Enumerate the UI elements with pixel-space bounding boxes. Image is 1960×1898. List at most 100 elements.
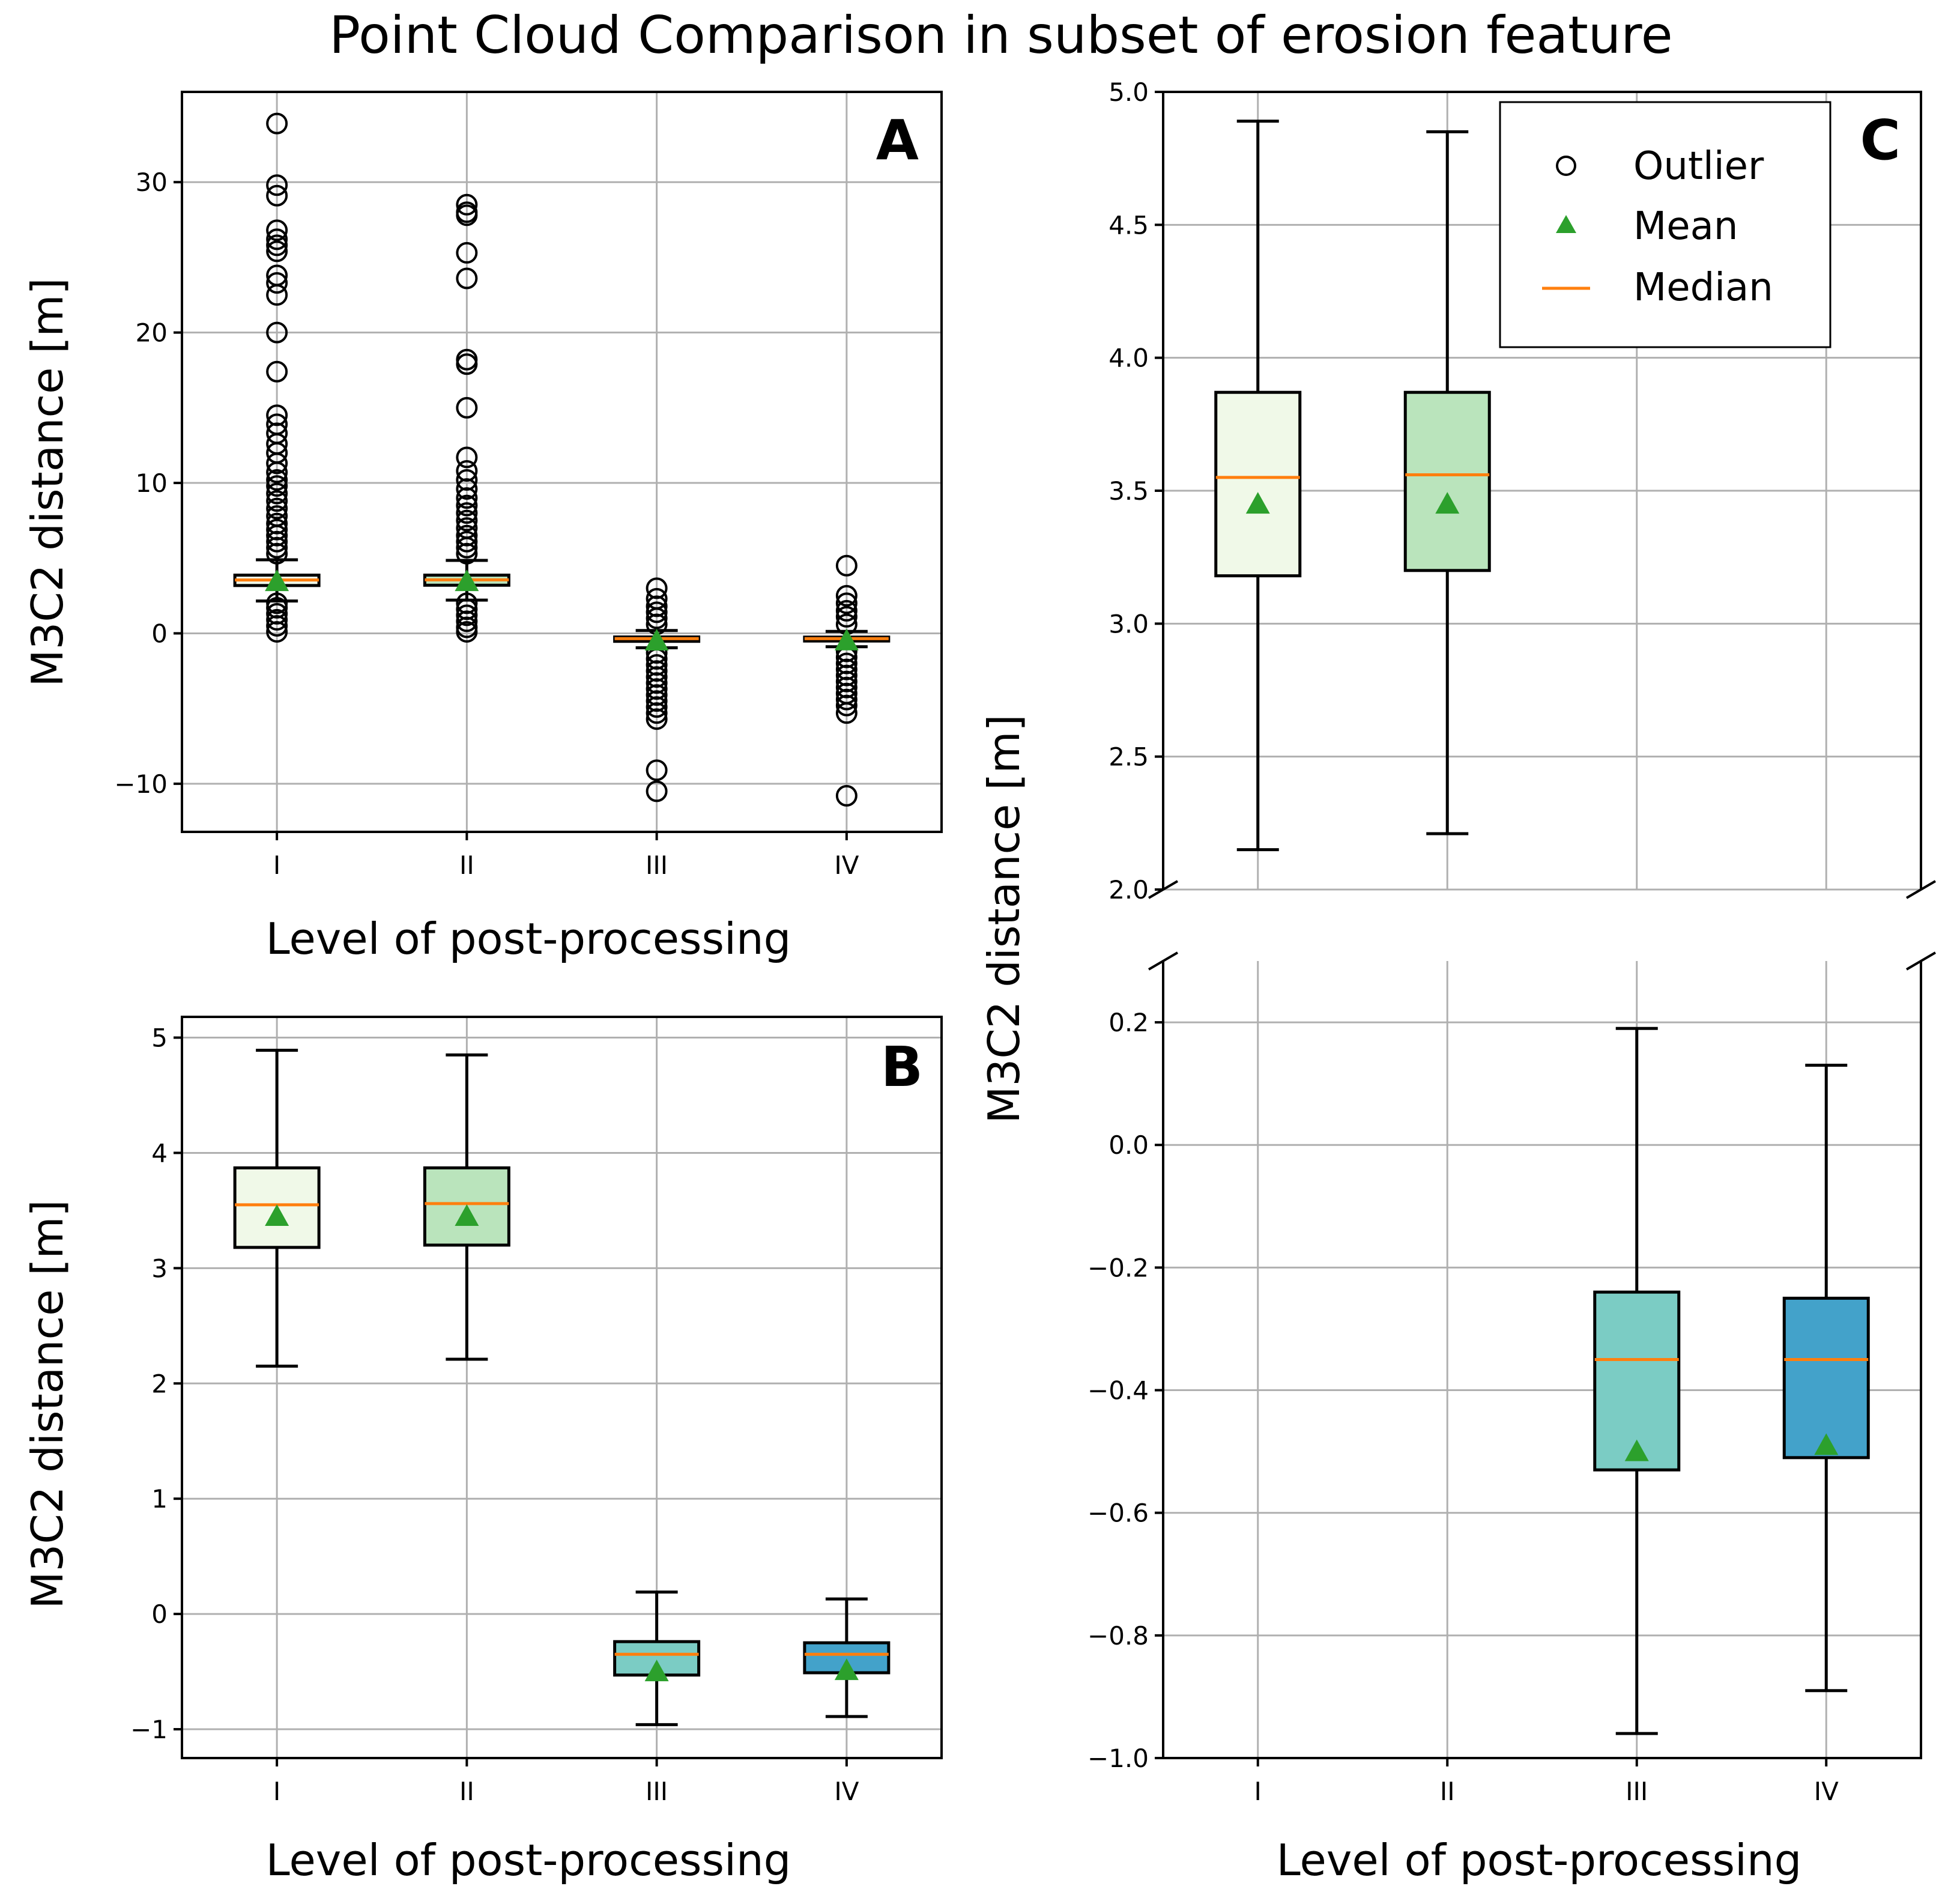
panel-a-outlier-I xyxy=(266,112,288,135)
legend-outlier-marker xyxy=(1556,156,1576,176)
panel-a-outlier-III xyxy=(646,607,668,629)
panel-b-mean-III xyxy=(644,1660,669,1682)
panel-a-outlier-II xyxy=(456,610,478,632)
panel-c-upper-ytick-label: 5.0 xyxy=(1109,77,1149,107)
panel-a-xtick-label: IV xyxy=(834,850,859,880)
panel-c-lower-mean-IV xyxy=(1814,1433,1839,1455)
panel-c-lower-mean-III xyxy=(1624,1439,1649,1461)
panel-a-outlier-I xyxy=(266,461,288,484)
panel-c-lower-box-IV xyxy=(1782,1296,1870,1460)
panel-a-outlier-IV xyxy=(835,599,858,622)
panel-c-lower-xtick-label: IV xyxy=(1814,1777,1839,1806)
panel-a-outlier-I xyxy=(266,530,288,553)
panel-b-ytick-label: 1 xyxy=(151,1484,168,1514)
panel-a-outlier-I xyxy=(266,452,288,474)
panel-a-xtick-label: III xyxy=(646,850,668,880)
panel-a-outlier-I xyxy=(266,475,288,497)
panel-a-outlier-II xyxy=(456,536,478,559)
panel-b-xtick-label: II xyxy=(459,1777,474,1806)
panel-a-outlier-II xyxy=(456,353,478,375)
panel-c-upper-ytick-label: 4.0 xyxy=(1109,344,1149,373)
panel-a-outlier-III xyxy=(646,601,668,623)
panel-a-letter: A xyxy=(876,108,919,172)
panel-b-ytick-label: 4 xyxy=(151,1138,168,1168)
panel-a-ytick-label: −10 xyxy=(114,769,168,799)
panel-a-outlier-II xyxy=(456,620,478,643)
panel-a-outlier-IV xyxy=(835,605,858,628)
panel-a-ylabel: M3C2 distance [m] xyxy=(22,277,73,687)
panel-c-break-mark-left-upper xyxy=(1148,880,1179,899)
panel-c-letter: C xyxy=(1860,108,1901,172)
panel-a-outlier-II xyxy=(456,502,478,524)
panel-c-upper-ytick-label: 4.5 xyxy=(1109,210,1149,240)
panel-c-lower-ytick-label: −1.0 xyxy=(1087,1744,1149,1773)
panel-a-outlier-II xyxy=(456,487,478,509)
panel-a-outlier-I xyxy=(266,240,288,262)
panel-a-outlier-I xyxy=(266,608,288,631)
panel-a-outlier-I xyxy=(266,228,288,250)
panel-b-ytick-label: 2 xyxy=(151,1369,168,1398)
panel-c-upper-ytick-label: 2.5 xyxy=(1109,742,1149,772)
panel-b-xtick-label: III xyxy=(646,1777,668,1806)
panel-b-xtick-label: I xyxy=(273,1777,280,1806)
panel-a-outlier-I xyxy=(266,469,288,491)
panel-a-ytick-label: 10 xyxy=(136,468,168,498)
panel-c-lower-frame xyxy=(1162,961,1922,1759)
panel-a-outlier-I xyxy=(266,234,288,256)
panel-b-ytick-label: 0 xyxy=(151,1599,168,1629)
panel-a-outlier-II xyxy=(456,509,478,532)
panel-a-mean-I xyxy=(265,569,289,592)
panel-c-upper-ytick-label: 2.0 xyxy=(1109,875,1149,905)
panel-a-outlier-II xyxy=(456,604,478,626)
panel-a-outlier-II xyxy=(456,446,478,468)
panel-c-lower-ytick-label: −0.8 xyxy=(1087,1621,1149,1651)
figure-title: Point Cloud Comparison in subset of eros… xyxy=(329,5,1672,65)
panel-a-outlier-IV xyxy=(835,702,858,724)
panel-a-outlier-I xyxy=(266,614,288,637)
panel-a-mean-II xyxy=(455,569,479,592)
panel-a-outlier-III xyxy=(646,708,668,730)
panel-c-upper-frame xyxy=(1162,91,1922,890)
panel-a-outlier-I xyxy=(266,482,288,505)
panel-a-outlier-III xyxy=(646,759,668,781)
panel-a-outlier-I xyxy=(266,360,288,383)
panel-a-xtick-label: I xyxy=(273,850,280,880)
panel-a-frame xyxy=(181,91,943,833)
panel-c-upper-ytick-label: 3.0 xyxy=(1109,609,1149,638)
panel-b-mean-IV xyxy=(834,1658,859,1681)
panel-a-outlier-II xyxy=(456,478,478,500)
panel-c-lower-xtick-label: I xyxy=(1254,1777,1262,1806)
panel-a-outlier-IV xyxy=(835,554,858,577)
panel-c-upper-box-I xyxy=(1214,390,1302,578)
panel-a-outlier-II xyxy=(456,204,478,226)
panel-b-frame xyxy=(181,1016,943,1759)
panel-a-outlier-II xyxy=(456,396,478,419)
panel-a-outlier-IV xyxy=(835,784,858,807)
panel-a-outlier-II xyxy=(456,193,478,216)
panel-a-ytick-label: 0 xyxy=(151,619,168,648)
legend-mean-marker xyxy=(1556,215,1576,233)
panel-a-xtick-label: II xyxy=(459,850,474,880)
legend-mean-label: Mean xyxy=(1633,204,1738,249)
panel-a-outlier-II xyxy=(456,530,478,553)
panel-c-xlabel: Level of post-processing xyxy=(1277,1835,1802,1885)
panel-a-mean-III xyxy=(644,628,669,650)
panel-a-outlier-IV xyxy=(835,584,858,607)
panel-a-mean-IV xyxy=(834,628,859,650)
panel-a-outlier-II xyxy=(456,494,478,517)
panel-a-outlier-IV xyxy=(835,694,858,717)
panel-a-outlier-IV xyxy=(835,688,858,711)
panel-a-outlier-I xyxy=(266,272,288,294)
panel-c-lower-xtick-label: II xyxy=(1440,1777,1455,1806)
panel-a-outlier-IV xyxy=(835,592,858,614)
panel-a-outlier-III xyxy=(646,696,668,718)
panel-c-lower-ytick-label: −0.2 xyxy=(1087,1253,1149,1282)
panel-a-outlier-III xyxy=(646,780,668,802)
panel-a-outlier-III xyxy=(646,702,668,724)
panel-b-ytick-label: −1 xyxy=(130,1715,168,1744)
panel-c-lower-ytick-label: 0.2 xyxy=(1109,1008,1149,1037)
legend-median-label: Median xyxy=(1633,265,1773,310)
panel-b-ytick-label: 3 xyxy=(151,1254,168,1283)
